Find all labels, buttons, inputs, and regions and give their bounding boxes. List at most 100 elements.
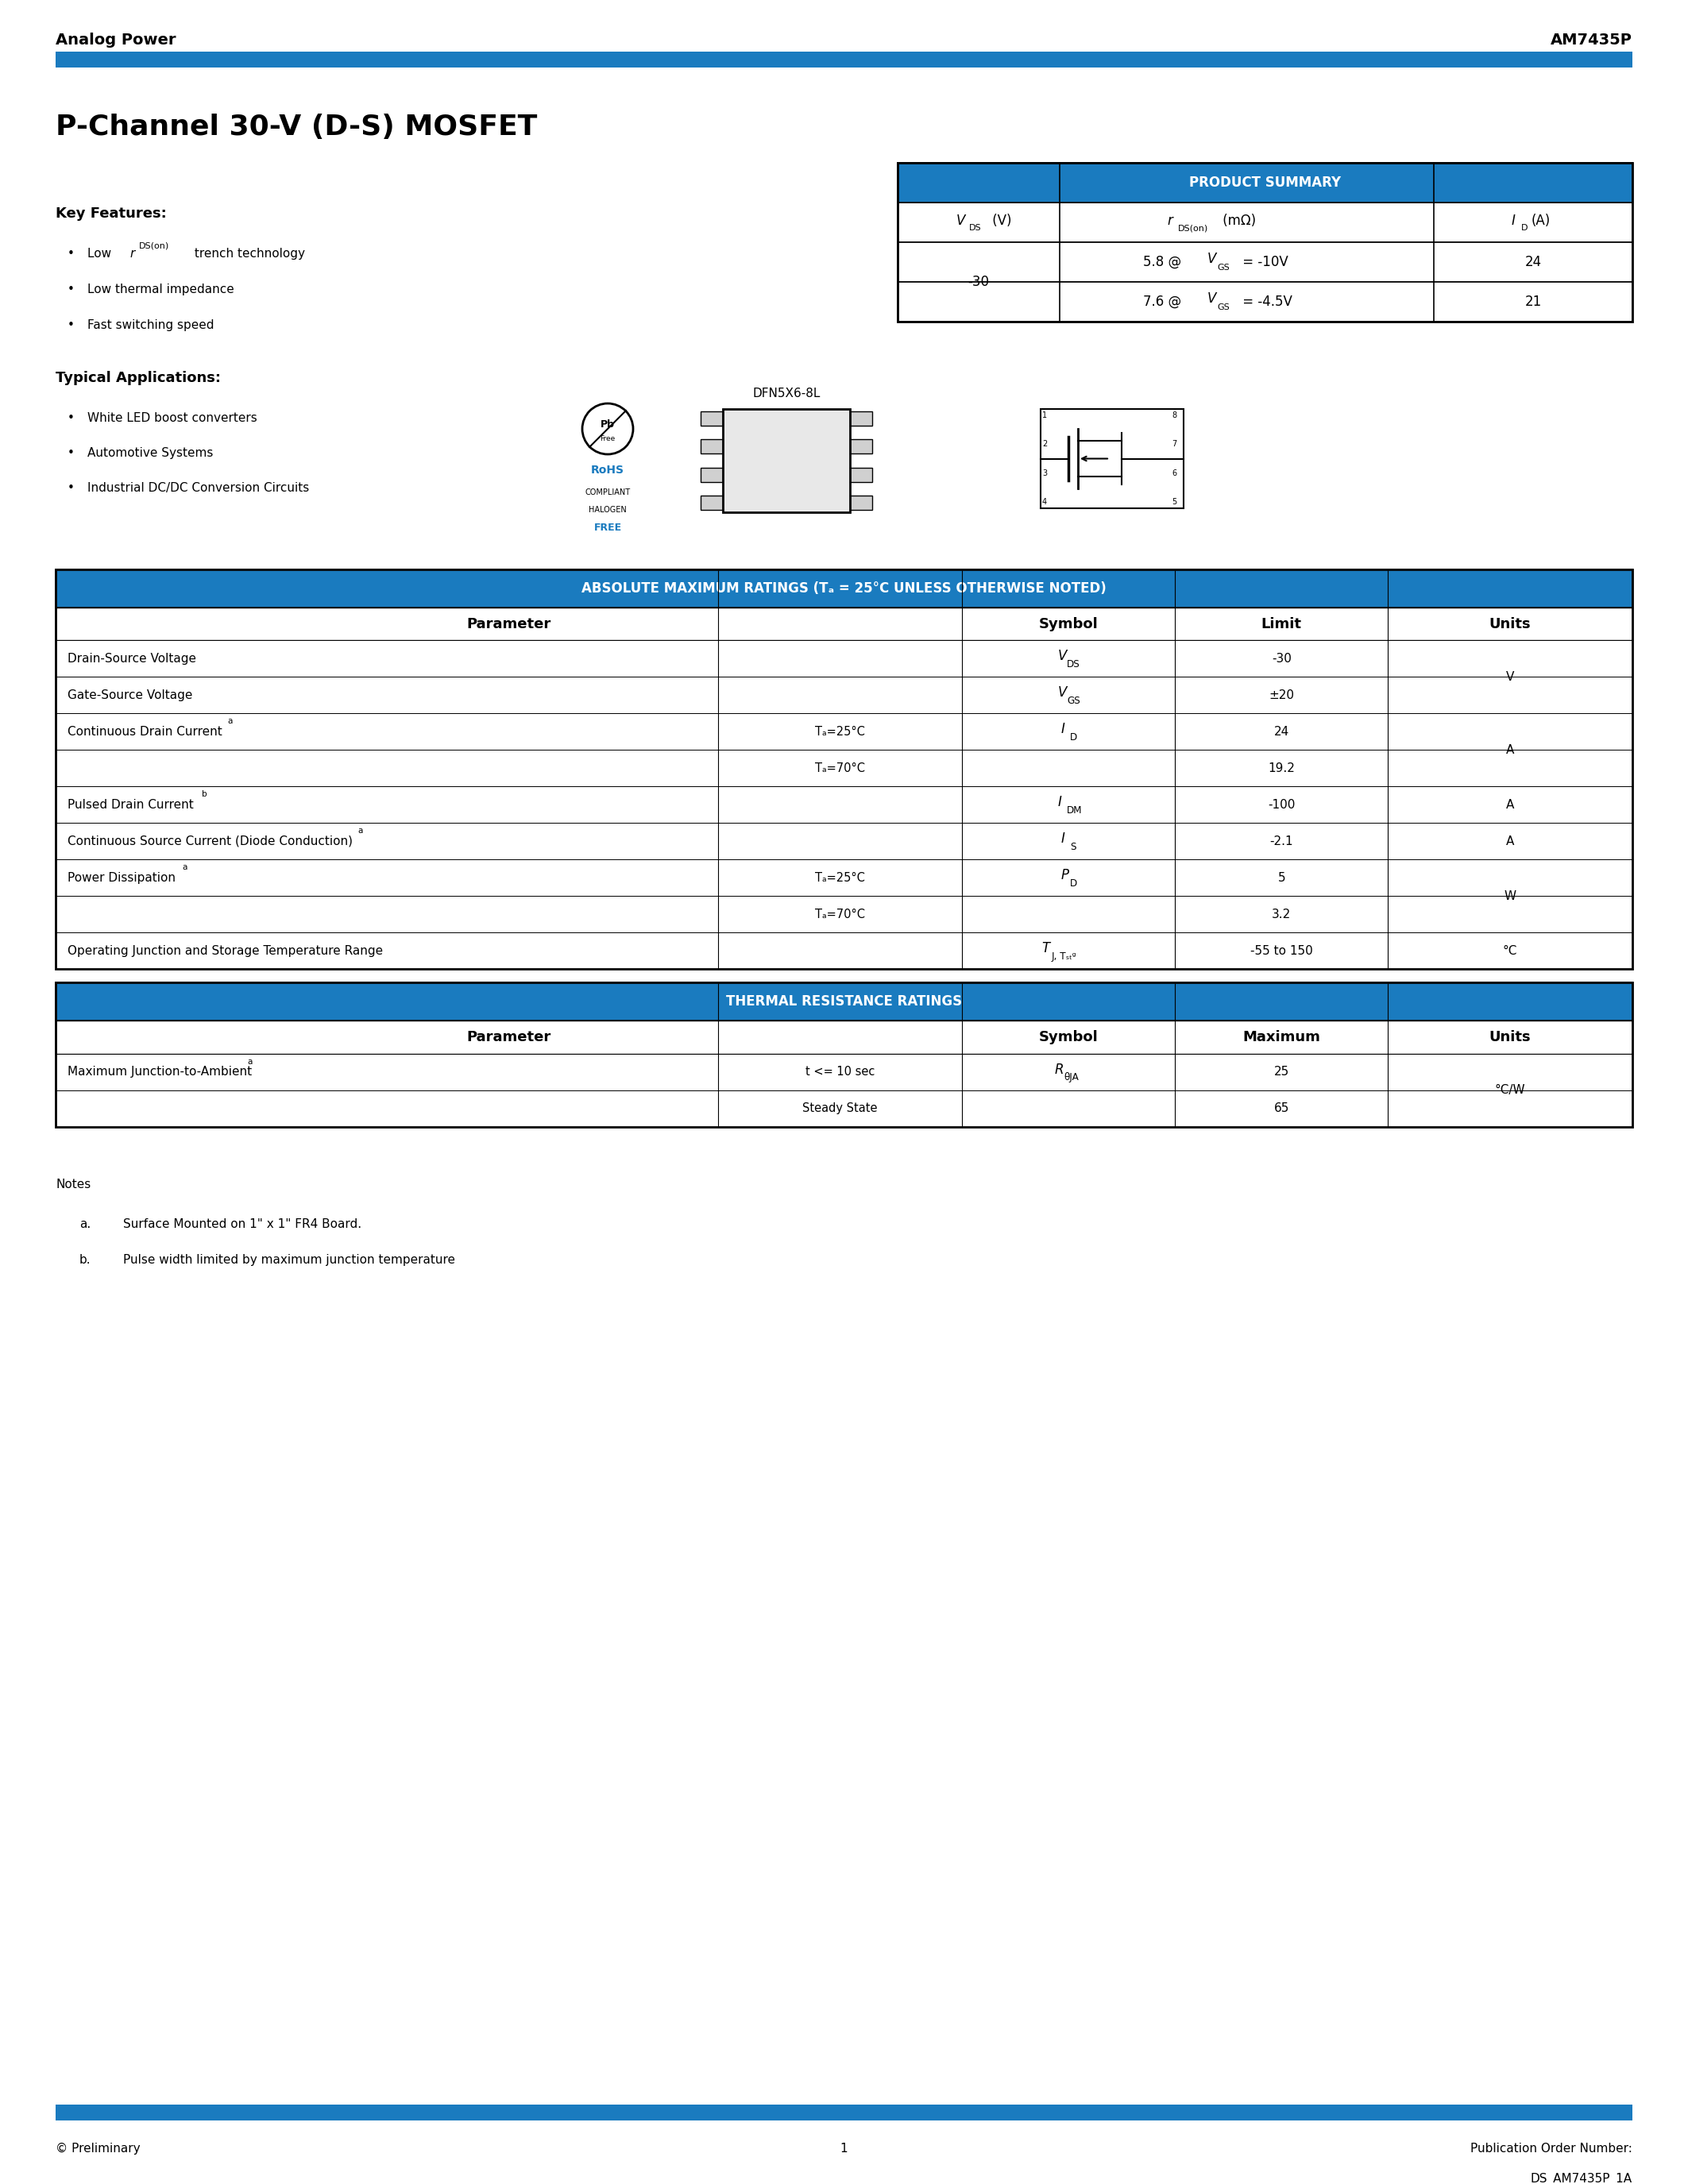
Bar (898, 164, 1632, 203)
Text: Key Features:: Key Features: (56, 207, 167, 221)
Text: Low thermal impedance: Low thermal impedance (88, 284, 235, 295)
Text: I: I (1060, 723, 1065, 736)
Bar (851, 467, 873, 483)
Text: COMPLIANT: COMPLIANT (586, 489, 630, 496)
Text: Tₐ=25°C: Tₐ=25°C (815, 871, 864, 885)
Text: P: P (1060, 869, 1069, 882)
Text: 7.6 @: 7.6 @ (1143, 295, 1185, 308)
Bar (56, 786, 1632, 823)
Bar (722, 408, 851, 513)
Text: Parameter: Parameter (466, 616, 550, 631)
Text: (V): (V) (987, 214, 1011, 227)
Text: Analog Power: Analog Power (56, 33, 176, 48)
Text: V: V (1058, 649, 1067, 664)
Bar (1040, 408, 1183, 509)
Bar (56, 570, 1632, 607)
Text: 5: 5 (1278, 871, 1285, 885)
Text: J, Tₛₜᵍ: J, Tₛₜᵍ (1052, 952, 1077, 961)
Text: Automotive Systems: Automotive Systems (88, 448, 213, 459)
Text: Tₐ=70°C: Tₐ=70°C (815, 909, 864, 919)
Text: 5.8 @: 5.8 @ (1143, 256, 1185, 269)
Text: -2.1: -2.1 (1269, 836, 1293, 847)
Text: Maximum Junction-to-Ambient: Maximum Junction-to-Ambient (68, 1066, 252, 1079)
Text: V: V (1207, 251, 1215, 266)
Bar (56, 2105, 1632, 2121)
Text: •: • (68, 483, 74, 494)
Text: r: r (130, 247, 135, 260)
Text: GS: GS (1217, 304, 1231, 312)
Text: (A): (A) (1531, 214, 1550, 227)
Bar (898, 164, 1632, 321)
Text: Notes: Notes (56, 1179, 91, 1190)
Text: Units: Units (1489, 616, 1531, 631)
Bar (898, 242, 1632, 282)
Text: a: a (248, 1057, 253, 1066)
Text: Pb: Pb (601, 419, 614, 430)
Text: W: W (1504, 891, 1516, 902)
Text: Tₐ=70°C: Tₐ=70°C (815, 762, 864, 775)
Text: 3.2: 3.2 (1273, 909, 1291, 919)
Bar (56, 714, 1632, 749)
Text: I: I (1060, 832, 1065, 845)
Text: Continuous Drain Current: Continuous Drain Current (68, 725, 223, 738)
Text: DS: DS (969, 225, 981, 232)
Text: D: D (1521, 225, 1528, 232)
Text: 1: 1 (841, 2143, 847, 2156)
Text: Industrial DC/DC Conversion Circuits: Industrial DC/DC Conversion Circuits (88, 483, 309, 494)
Bar (851, 411, 873, 426)
Text: a.: a. (79, 1219, 91, 1230)
Text: a: a (358, 828, 363, 834)
Text: Continuous Source Current (Diode Conduction): Continuous Source Current (Diode Conduct… (68, 836, 353, 847)
Text: -55 to 150: -55 to 150 (1251, 946, 1313, 957)
Text: S: S (1070, 841, 1077, 852)
Text: 4: 4 (1041, 498, 1047, 507)
Text: (mΩ): (mΩ) (1219, 214, 1256, 227)
Text: Steady State: Steady State (802, 1103, 878, 1114)
Text: D: D (1070, 732, 1077, 743)
Text: V: V (1058, 686, 1067, 701)
Text: •: • (68, 284, 74, 295)
Text: Limit: Limit (1261, 616, 1301, 631)
Bar (56, 1020, 1632, 1053)
Text: 1: 1 (1041, 411, 1047, 419)
Text: R: R (1055, 1061, 1063, 1077)
Text: Operating Junction and Storage Temperature Range: Operating Junction and Storage Temperatu… (68, 946, 383, 957)
Bar (701, 411, 722, 426)
Text: -30: -30 (1271, 653, 1291, 664)
Text: FREE: FREE (594, 522, 621, 533)
Bar (56, 640, 1632, 677)
Text: Publication Order Number:: Publication Order Number: (1470, 2143, 1632, 2156)
Text: = -10V: = -10V (1239, 256, 1288, 269)
Bar (56, 1053, 1632, 1090)
Text: DS: DS (1067, 660, 1080, 670)
Text: Pulse width limited by maximum junction temperature: Pulse width limited by maximum junction … (123, 1254, 456, 1267)
Text: Symbol: Symbol (1040, 616, 1099, 631)
Text: D: D (1070, 878, 1077, 889)
Text: White LED boost converters: White LED boost converters (88, 413, 257, 424)
Bar (898, 203, 1632, 242)
Text: DS(on): DS(on) (138, 242, 169, 251)
Text: 21: 21 (1524, 295, 1541, 308)
Text: 25: 25 (1274, 1066, 1290, 1079)
Text: © Preliminary: © Preliminary (56, 2143, 140, 2156)
Text: Pulsed Drain Current: Pulsed Drain Current (68, 799, 194, 810)
Text: b.: b. (79, 1254, 91, 1267)
Text: •: • (68, 319, 74, 332)
Bar (56, 983, 1632, 1020)
Text: HALOGEN: HALOGEN (589, 507, 626, 513)
Text: V: V (955, 214, 966, 227)
Text: •: • (68, 413, 74, 424)
Text: Symbol: Symbol (1040, 1031, 1099, 1044)
Text: Surface Mounted on 1" x 1" FR4 Board.: Surface Mounted on 1" x 1" FR4 Board. (123, 1219, 361, 1230)
Text: r: r (1166, 214, 1173, 227)
Bar (56, 933, 1632, 970)
Text: AM7435P: AM7435P (1551, 33, 1632, 48)
Text: Gate-Source Voltage: Gate-Source Voltage (68, 690, 192, 701)
Text: GS: GS (1067, 697, 1080, 705)
Bar (898, 282, 1632, 321)
Text: θJA: θJA (1063, 1072, 1079, 1083)
Text: A: A (1506, 745, 1514, 756)
Text: Free: Free (599, 435, 616, 443)
Text: Parameter: Parameter (466, 1031, 550, 1044)
Bar (56, 983, 1632, 1127)
